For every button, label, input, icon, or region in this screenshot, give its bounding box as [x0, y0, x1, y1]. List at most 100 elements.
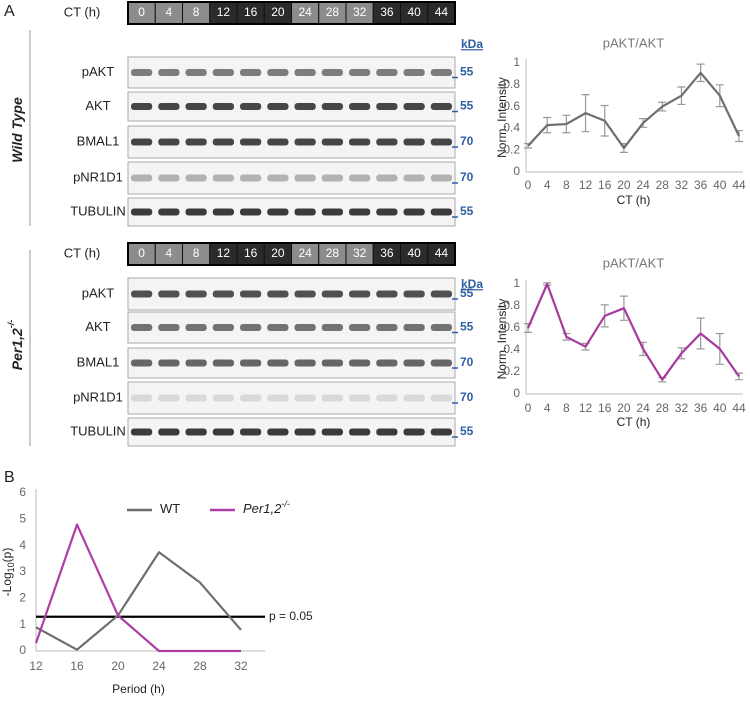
kda-value: 70	[460, 355, 474, 369]
blot-band	[267, 138, 289, 146]
blot-band	[212, 324, 234, 331]
x-tick-label: 40	[713, 178, 727, 192]
blot-box	[127, 311, 456, 344]
x-tick-label: 28	[656, 178, 670, 192]
blot-band	[158, 208, 180, 216]
blot-band	[212, 359, 234, 367]
blot-band	[294, 359, 316, 367]
blot-box	[127, 56, 456, 89]
kda-label: kDa	[461, 277, 483, 291]
blot-band	[430, 290, 452, 298]
blot-band	[185, 69, 207, 76]
ct-value: 8	[193, 246, 200, 260]
blot-band	[267, 174, 289, 182]
blot-band	[267, 69, 289, 76]
blot-band	[294, 69, 316, 76]
blot-band	[430, 208, 452, 216]
blot-band	[185, 324, 207, 331]
blot-row-label: pNR1D1	[73, 169, 123, 184]
genotype-label: Wild Type	[9, 97, 25, 163]
blot-box	[127, 347, 456, 379]
ct-value: 28	[326, 5, 340, 19]
ct-value: 20	[271, 5, 285, 19]
blot-band	[349, 103, 371, 110]
blot-row-label: pAKT	[82, 285, 115, 300]
chart-title: pAKT/AKT	[603, 35, 664, 50]
blot-band	[376, 428, 398, 436]
blot-row-label: BMAL1	[77, 354, 120, 369]
blot-band	[376, 394, 398, 402]
blot-band	[131, 69, 153, 76]
blot-band	[212, 103, 234, 110]
blot-band	[376, 208, 398, 216]
blot-band	[212, 174, 234, 182]
y-axis-label-part: -Log	[0, 572, 14, 596]
blot-band	[321, 324, 343, 331]
blot-box	[127, 381, 456, 415]
blot-band	[131, 174, 153, 182]
blot-band	[321, 290, 343, 298]
blot-band	[403, 394, 425, 402]
blot-band	[376, 324, 398, 331]
blot-band	[430, 324, 452, 331]
blot-band	[185, 174, 207, 182]
blot-band	[321, 394, 343, 402]
blot-band	[240, 428, 262, 436]
ct-value: 0	[138, 5, 145, 19]
blot-band	[158, 428, 180, 436]
blot-row-label: AKT	[85, 98, 110, 113]
y-tick-label: 0.6	[503, 99, 520, 113]
blot-band	[240, 174, 262, 182]
y-tick-label: 0.4	[503, 121, 520, 135]
blot-band	[376, 69, 398, 76]
x-tick-label: 12	[579, 401, 593, 415]
blot-band	[158, 69, 180, 76]
blot-band	[403, 174, 425, 182]
x-axis-label: Period (h)	[112, 682, 165, 696]
blot-band	[403, 103, 425, 110]
blot-band	[240, 359, 262, 367]
blot-band	[349, 394, 371, 402]
blot-band	[403, 208, 425, 216]
blot-band	[403, 359, 425, 367]
blot-band	[321, 208, 343, 216]
blot-band	[321, 138, 343, 146]
ct-value: 20	[271, 246, 285, 260]
ct-value: 32	[353, 246, 367, 260]
legend-name: Per1,2	[243, 501, 282, 516]
blot-band	[131, 428, 153, 436]
x-tick-label: 16	[598, 401, 612, 415]
blot-band	[185, 428, 207, 436]
ct-value: 0	[138, 246, 145, 260]
blot-band	[158, 359, 180, 367]
blot-band	[294, 103, 316, 110]
blot-band	[321, 174, 343, 182]
blot-band	[321, 359, 343, 367]
blot-band	[294, 324, 316, 331]
blot-band	[376, 103, 398, 110]
x-tick-label: 12	[29, 659, 43, 673]
blot-band	[158, 138, 180, 146]
x-tick-label: 20	[111, 659, 125, 673]
y-tick-label: 1	[513, 55, 520, 69]
ct-value: 40	[407, 5, 421, 19]
legend-name: WT	[160, 501, 180, 516]
ct-value: 12	[217, 5, 231, 19]
blot-row-label: pAKT	[82, 64, 115, 79]
blot-band	[430, 138, 452, 146]
x-tick-label: 40	[713, 401, 727, 415]
blot-band	[212, 428, 234, 436]
blot-band	[158, 394, 180, 402]
blot-band	[212, 208, 234, 216]
x-tick-label: 16	[598, 178, 612, 192]
kda-value: 55	[460, 65, 474, 79]
blot-band	[321, 103, 343, 110]
blot-row-label: TUBULIN	[70, 423, 126, 438]
blot-band	[240, 103, 262, 110]
blot-band	[430, 103, 452, 110]
blot-band	[212, 394, 234, 402]
series-line	[34, 523, 241, 653]
x-tick-label: 32	[675, 178, 689, 192]
ct-value: 44	[435, 5, 449, 19]
x-tick-label: 44	[732, 401, 746, 415]
